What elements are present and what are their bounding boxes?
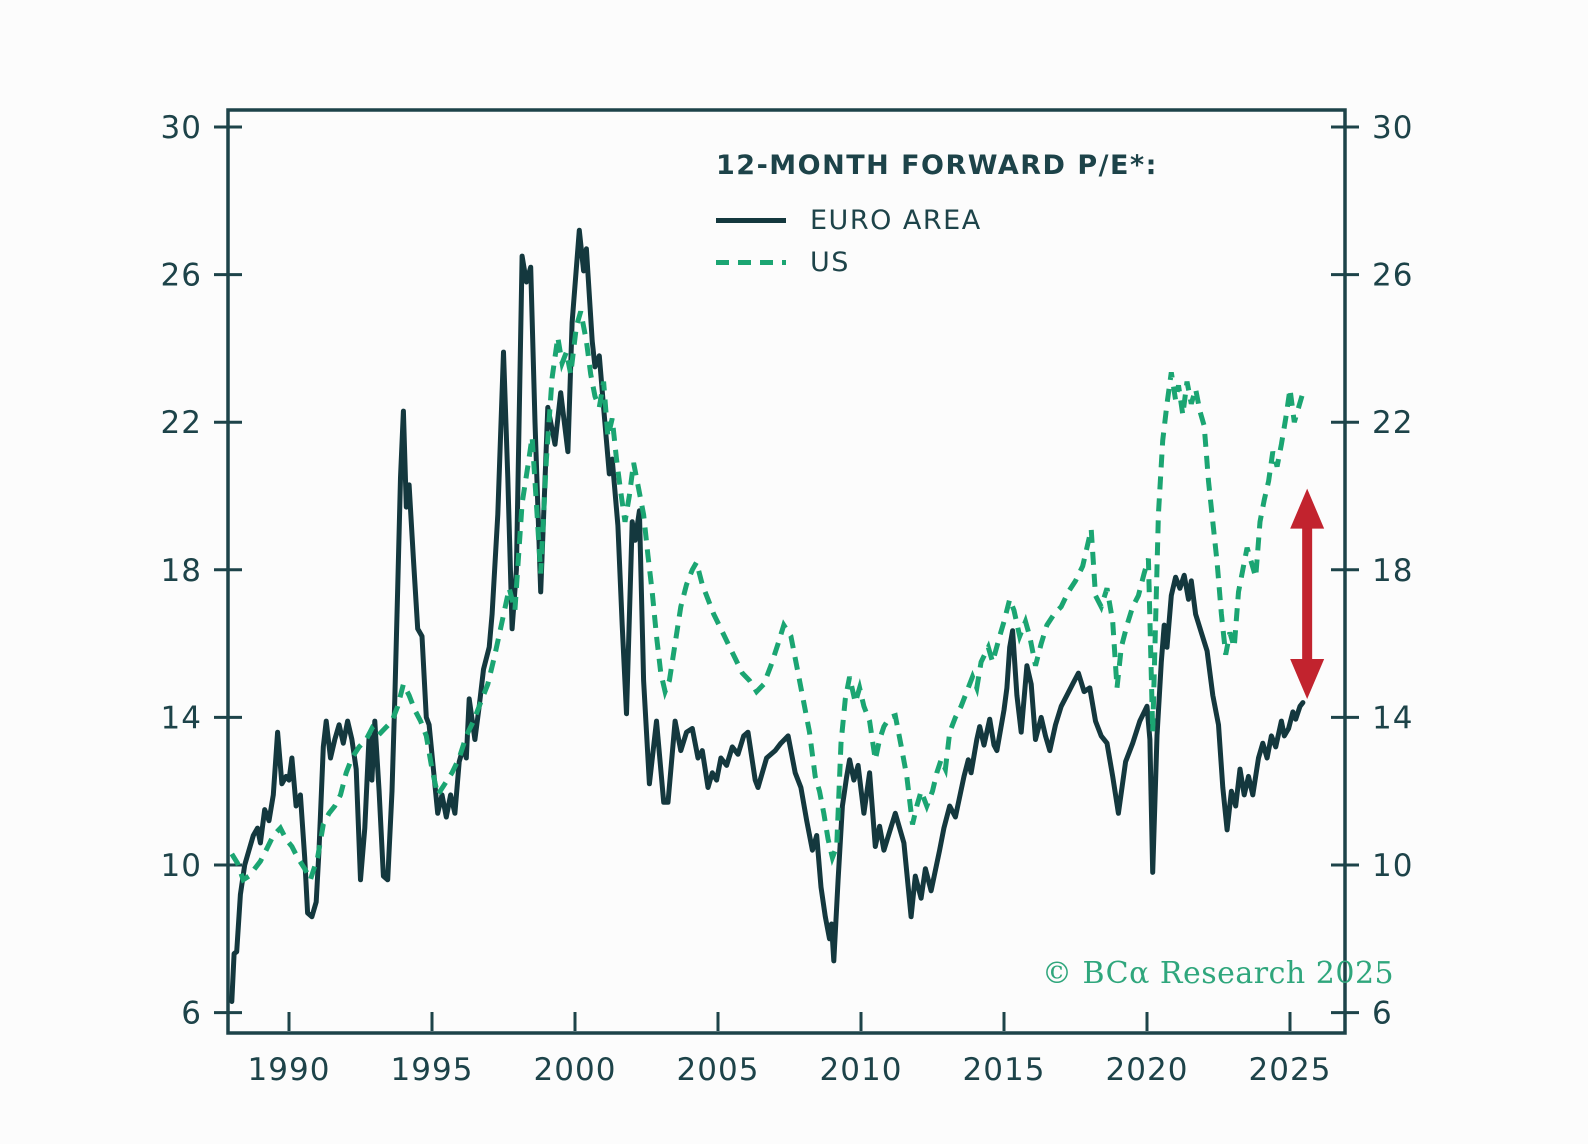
legend-label-euro-area: EURO AREA: [810, 204, 982, 236]
y-tick-label: 30: [1372, 110, 1413, 146]
x-tick-label: 2015: [963, 1052, 1046, 1088]
x-tick-label: 2010: [820, 1052, 903, 1088]
x-axis-labels: 1990 1995 2000 2005 2010 2015 2020 2025: [248, 1052, 1332, 1088]
legend: 12-MONTH FORWARD P/E*: EURO AREA US: [716, 150, 1158, 278]
y-tick-label: 18: [1372, 553, 1413, 589]
x-axis-ticks: [287, 1012, 1292, 1031]
x-tick-label: 2020: [1106, 1052, 1189, 1088]
y-tick-label: 30: [161, 110, 202, 146]
y-tick-label: 14: [1372, 700, 1413, 736]
us-line-sample: [716, 259, 786, 265]
euro-area-line: [229, 227, 1306, 1004]
y-tick-label: 6: [181, 996, 202, 1032]
y-tick-label: 10: [1372, 848, 1413, 884]
y-tick-label: 10: [161, 848, 202, 884]
x-tick-label: 2005: [677, 1052, 760, 1088]
x-tick-label: 2000: [534, 1052, 617, 1088]
y-tick-label: 18: [161, 553, 202, 589]
y-axis-left-labels: 6 10 14 18 22 26 30: [161, 110, 202, 1032]
y-tick-label: 14: [161, 700, 202, 736]
valuation-gap-arrow: [1290, 488, 1325, 699]
legend-title: 12-MONTH FORWARD P/E*:: [716, 150, 1158, 181]
x-tick-label: 1990: [248, 1052, 331, 1088]
y-tick-label: 6: [1372, 996, 1393, 1032]
y-axis-right-labels: 6 10 14 18 22 26 30: [1372, 110, 1413, 1032]
euro-area-line-sample: [716, 217, 786, 223]
legend-item-us: US: [716, 246, 1158, 278]
plot-frame: [226, 108, 1347, 1035]
x-tick-label: 1995: [391, 1052, 474, 1088]
arrow-head-up: [1290, 488, 1325, 529]
watermark: © BCα Research 2025: [1042, 956, 1395, 991]
us-line: [229, 310, 1306, 887]
y-tick-label: 26: [161, 258, 202, 294]
legend-label-us: US: [810, 246, 850, 278]
y-tick-label: 22: [1372, 405, 1413, 441]
y-tick-label: 22: [161, 405, 202, 441]
arrow-head-down: [1290, 658, 1325, 699]
x-tick-label: 2025: [1249, 1052, 1332, 1088]
legend-item-euro-area: EURO AREA: [716, 204, 1158, 236]
y-tick-label: 26: [1372, 258, 1413, 294]
